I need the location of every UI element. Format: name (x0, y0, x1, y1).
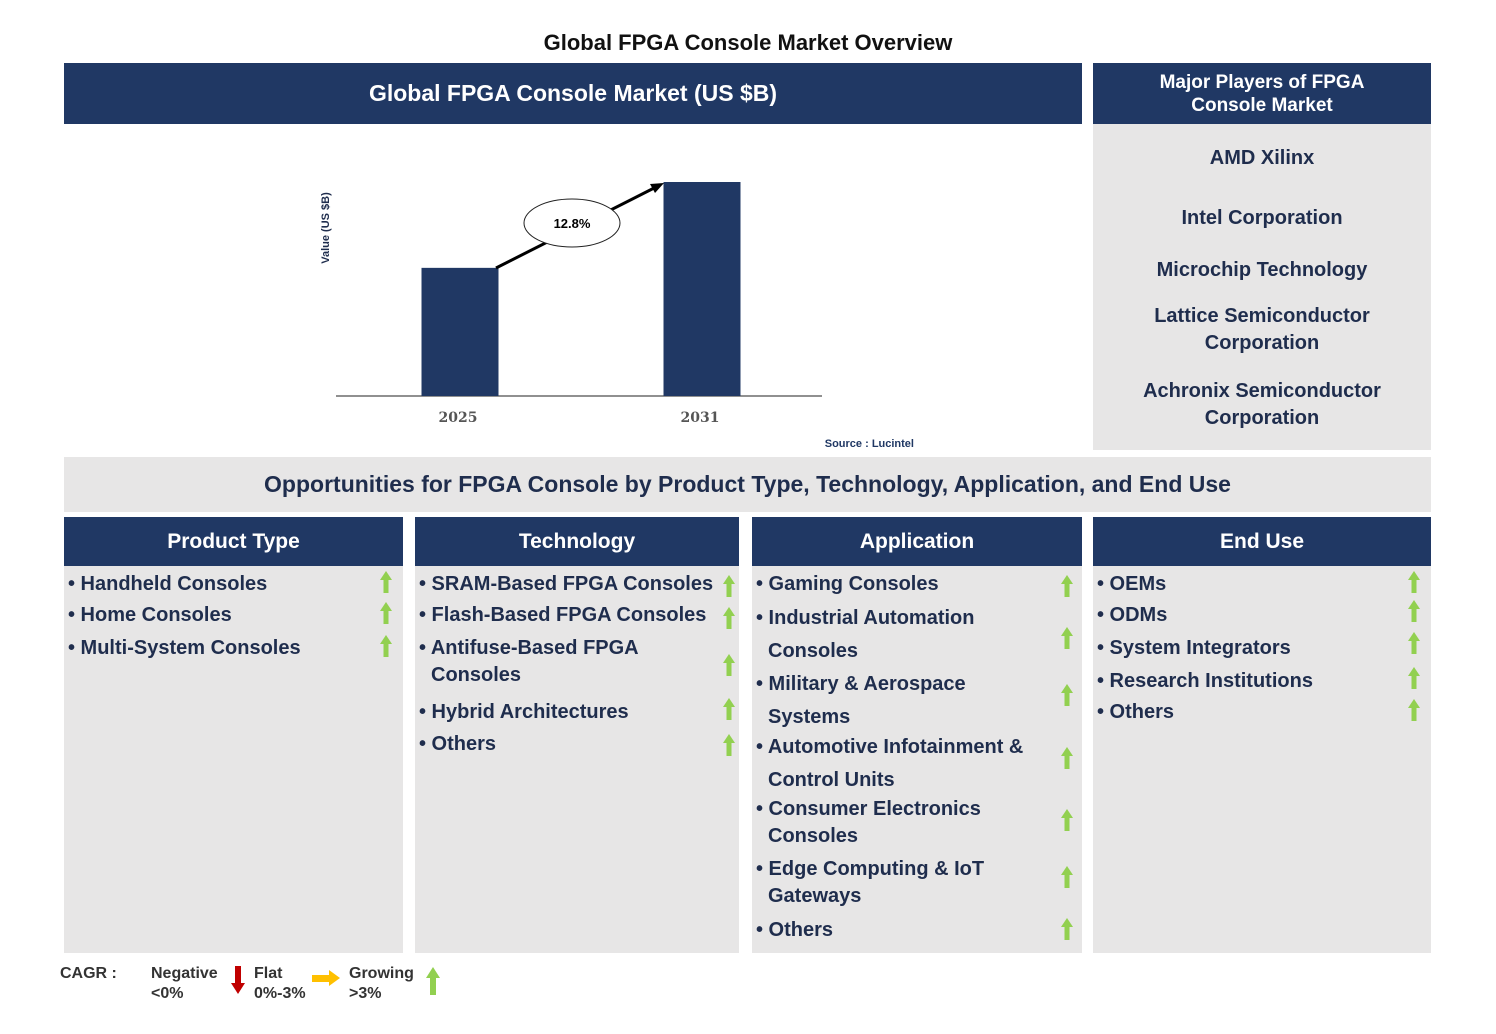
list-item: • Flash-Based FPGA Consoles (419, 604, 707, 626)
column-panel (752, 566, 1082, 953)
x-tick-label: 2025 (439, 410, 478, 426)
list-item: • Automotive Infotainment & Control Unit… (756, 736, 1024, 791)
legend-flat: Flat 0%-3% (254, 964, 306, 1004)
list-item: • Handheld Consoles (68, 573, 268, 595)
column-header: Product Type (64, 517, 403, 566)
flat-range: 0%-3% (254, 985, 306, 1002)
negative-range: <0% (151, 985, 184, 1002)
player-item: Microchip Technology (1156, 259, 1368, 281)
list-item: • Industrial Automation Consoles (756, 607, 975, 662)
cagr-bubble (523, 198, 621, 248)
column-panel (415, 566, 739, 953)
arrow-up-icon (1408, 632, 1420, 654)
flat-label: Flat (254, 965, 283, 982)
arrow-up-icon (723, 698, 735, 720)
arrow-up-icon (380, 635, 392, 657)
list-item: • SRAM-Based FPGA Consoles (419, 573, 714, 595)
arrow-up-icon (723, 607, 735, 629)
legend-negative: Negative <0% (151, 964, 218, 1004)
page-title: Global FPGA Console Market Overview (543, 30, 953, 55)
growing-label: Growing (349, 965, 414, 982)
legend-growing: Growing >3% (349, 964, 414, 1004)
arrow-up-icon (1408, 667, 1420, 689)
list-item: • Multi-System Consoles (68, 637, 301, 659)
cagr-label: 12.8% (554, 216, 591, 231)
arrow-up-icon (1408, 699, 1420, 721)
column-header: End Use (1093, 517, 1431, 566)
arrow-up-icon (380, 571, 392, 593)
list-item: • Military & Aerospace Systems (756, 673, 966, 728)
list-item: • Gaming Consoles (756, 573, 939, 595)
list-item: • Others (1097, 701, 1175, 723)
players-panel (1093, 124, 1431, 450)
list-item: • Research Institutions (1097, 670, 1313, 692)
list-item: • Others (756, 919, 834, 941)
y-axis-label: Value (US $B) (320, 192, 332, 264)
list-item: • OEMs (1097, 573, 1167, 595)
list-item: • Edge Computing & IoT Gateways (756, 858, 985, 907)
legend-label: CAGR : (60, 965, 117, 982)
list-item: • Consumer Electronics Consoles (756, 798, 981, 847)
source-label: Source : Lucintel (825, 438, 914, 450)
list-item: • Antifuse-Based FPGA Consoles (419, 637, 638, 686)
negative-label: Negative (151, 965, 218, 982)
x-tick-label: 2031 (681, 410, 720, 426)
column-header: Technology (415, 517, 739, 566)
list-item: • Home Consoles (68, 604, 232, 626)
player-item: Achronix Semiconductor Corporation (1143, 380, 1381, 429)
arrow-up-icon (1061, 918, 1073, 940)
list-item: • Others (419, 733, 497, 755)
bar-chart: Value (US $B) 2025 2031 12.8% Source : Lu… (320, 182, 914, 450)
growing-range: >3% (349, 985, 382, 1002)
arrow-up-icon (1061, 684, 1073, 706)
arrow-up-icon (1408, 571, 1420, 593)
bar-2025 (421, 267, 499, 396)
column-panel (1093, 566, 1431, 953)
arrow-up-icon (426, 967, 440, 995)
column-panel (64, 566, 403, 953)
list-item: • ODMs (1097, 604, 1168, 626)
arrow-up-icon (1061, 747, 1073, 769)
arrow-up-icon (380, 602, 392, 624)
arrow-down-icon (231, 966, 245, 994)
arrow-up-icon (1061, 575, 1073, 597)
opportunities-title: Opportunities for FPGA Console by Produc… (64, 457, 1431, 512)
arrow-up-icon (1061, 809, 1073, 831)
players-header: Major Players of FPGA Console Market (1093, 63, 1431, 124)
arrow-right-icon (312, 970, 340, 986)
player-item: Intel Corporation (1181, 207, 1343, 229)
list-item: • System Integrators (1097, 637, 1291, 659)
arrow-up-icon (723, 654, 735, 676)
arrow-up-icon (1061, 866, 1073, 888)
chart-header: Global FPGA Console Market (US $B) (64, 63, 1082, 124)
player-item: Lattice Semiconductor Corporation (1154, 305, 1370, 354)
arrow-up-icon (723, 734, 735, 756)
arrow-up-icon (723, 575, 735, 597)
list-item: • Hybrid Architectures (419, 701, 629, 723)
arrow-up-icon (1408, 600, 1420, 622)
arrow-up-icon (1061, 627, 1073, 649)
player-item: AMD Xilinx (1209, 147, 1315, 169)
column-header: Application (752, 517, 1082, 566)
bar-2031 (663, 182, 741, 396)
growth-arrow-head (650, 183, 664, 193)
